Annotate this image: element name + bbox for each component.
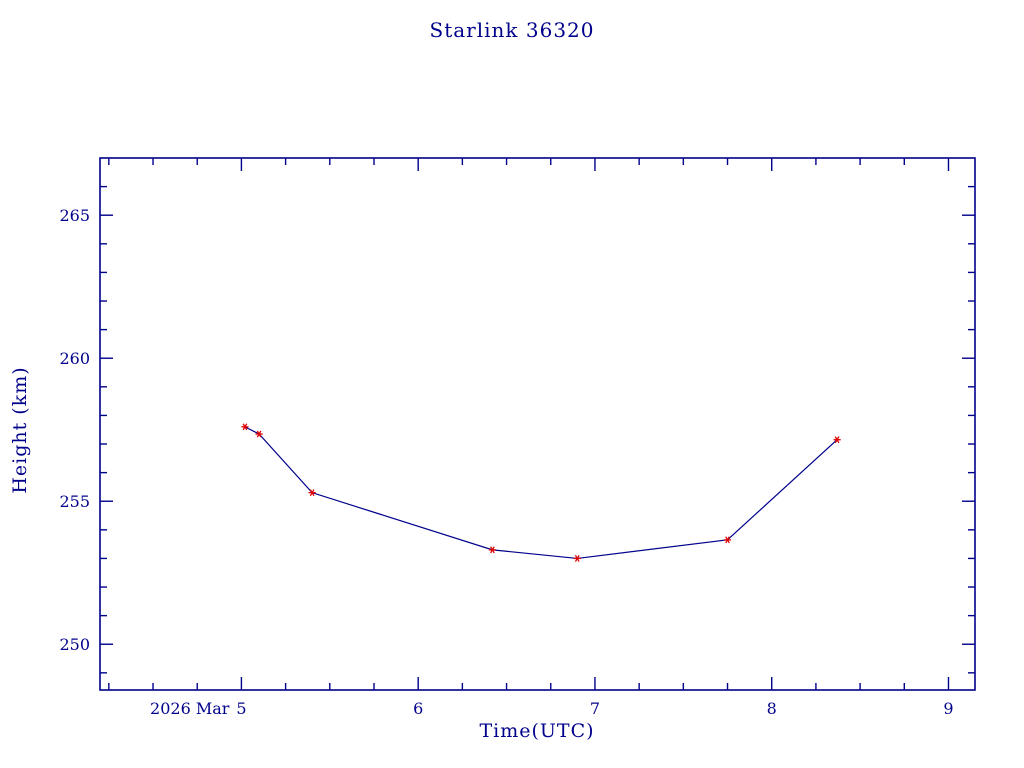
data-point-marker [255, 430, 263, 438]
svg-text:9: 9 [943, 699, 953, 718]
plot-frame [99, 157, 976, 691]
data-point-marker [833, 436, 841, 444]
svg-text:255: 255 [59, 492, 90, 511]
data-point-marker [573, 554, 581, 562]
axis-ticks [100, 158, 975, 690]
svg-text:8: 8 [767, 699, 777, 718]
data-point-marker [241, 423, 249, 431]
svg-text:6: 6 [413, 699, 423, 718]
svg-text:5: 5 [236, 699, 246, 718]
svg-text:265: 265 [59, 206, 90, 225]
data-point-marker [488, 546, 497, 554]
data-point-marker [723, 536, 732, 544]
svg-text:250: 250 [59, 635, 90, 654]
tick-labels: 5 2026 Mar 6 7 8 9 250 255 260 265 [59, 206, 953, 718]
svg-text:7: 7 [590, 699, 600, 718]
chart-title: Starlink 36320 [429, 18, 595, 42]
data-line [244, 426, 838, 560]
svg-text:260: 260 [59, 349, 90, 368]
data-point-marker [308, 489, 316, 497]
x-axis-label: Time(UTC) [479, 720, 595, 742]
svg-text:2026 Mar: 2026 Mar [150, 699, 230, 718]
data-points [241, 423, 841, 562]
